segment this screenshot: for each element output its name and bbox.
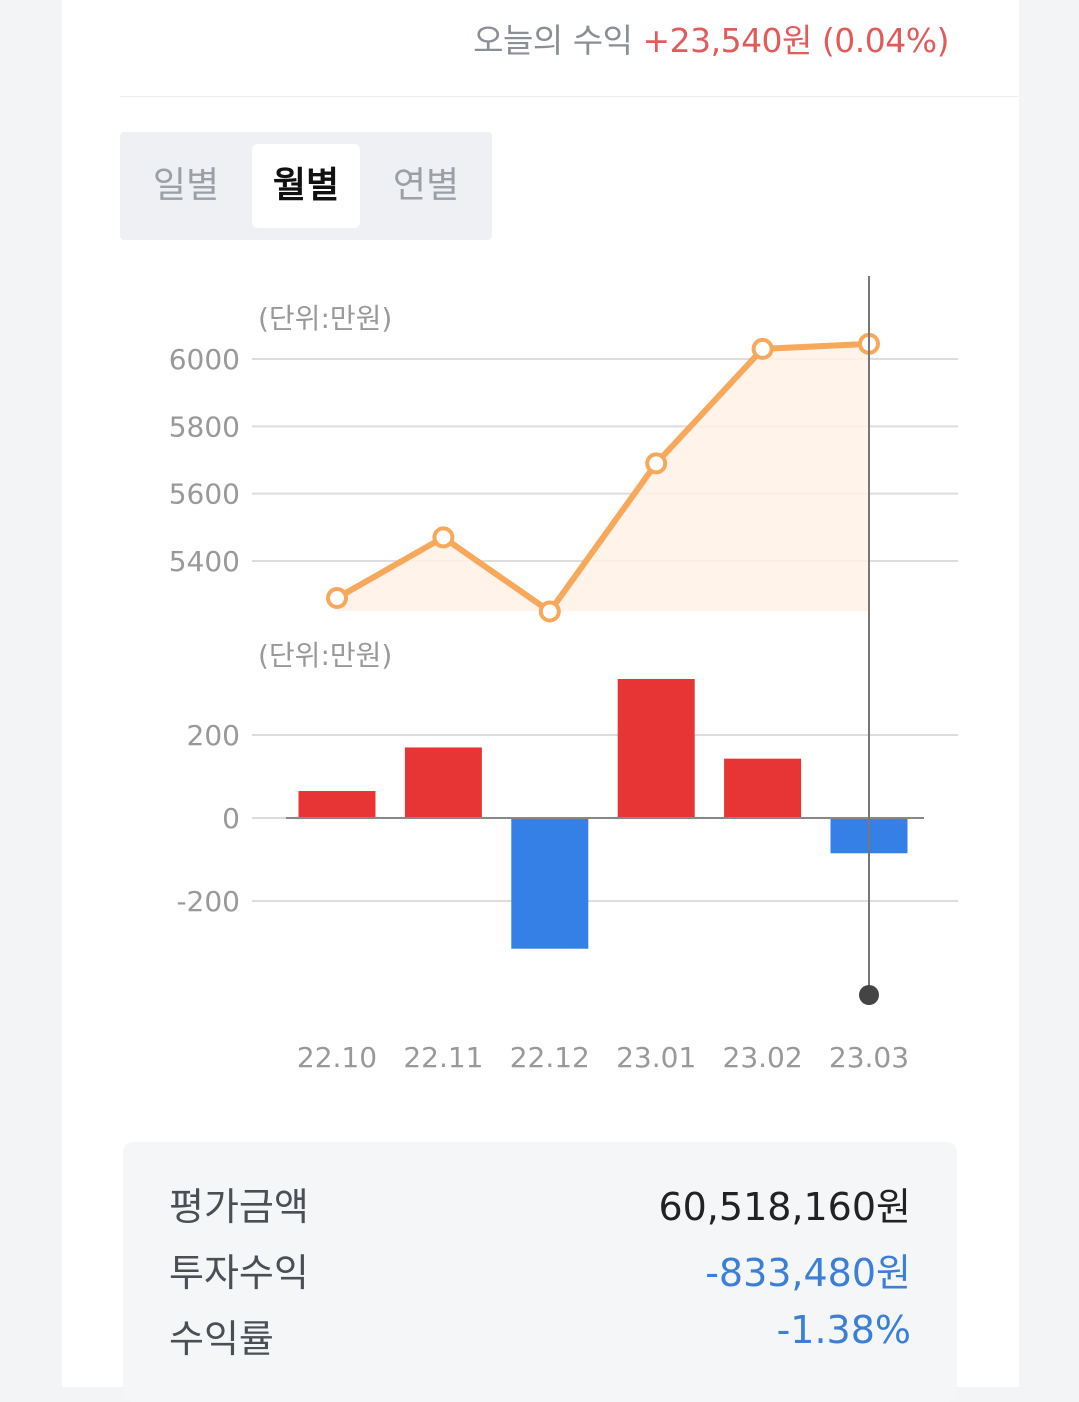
line-point bbox=[326, 587, 348, 610]
tab-monthly[interactable]: 월별 bbox=[252, 144, 360, 228]
summary-value: -1.38% bbox=[776, 1308, 911, 1352]
bar bbox=[511, 818, 589, 949]
cursor-handle bbox=[859, 985, 879, 1005]
bar bbox=[298, 791, 376, 818]
summary-label: 투자수익 bbox=[169, 1251, 309, 1295]
summary-panel: 평가금액 60,518,160원 투자수익 -833,480원 수익률 -1.3… bbox=[123, 1142, 957, 1402]
summary-label: 수익률 bbox=[169, 1317, 274, 1361]
y-tick-label: 5800 bbox=[169, 410, 240, 443]
bar bbox=[617, 678, 695, 818]
x-axis: 22.10 22.11 22.12 23.01 23.02 23.03 bbox=[297, 1041, 909, 1074]
line-unit-label: (단위:만원) bbox=[258, 302, 392, 335]
summary-label: 평가금액 bbox=[169, 1185, 309, 1229]
divider bbox=[120, 96, 1018, 97]
today-profit: 오늘의 수익 +23,540원 (0.04%) bbox=[473, 14, 949, 62]
period-tabs: 일별 월별 연별 bbox=[120, 132, 492, 240]
tab-yearly[interactable]: 연별 bbox=[392, 165, 460, 206]
today-profit-value: +23,540원 (0.04%) bbox=[642, 21, 949, 60]
y-tick-label: 0 bbox=[222, 802, 240, 835]
summary-row-investment-profit: 투자수익 -833,480원 bbox=[169, 1242, 911, 1302]
y-tick-label: 6000 bbox=[169, 343, 240, 376]
today-profit-label: 오늘의 수익 bbox=[473, 21, 633, 60]
line-point bbox=[538, 600, 561, 623]
x-tick-label: 23.03 bbox=[829, 1041, 909, 1074]
bar bbox=[404, 747, 482, 818]
line-point bbox=[751, 337, 774, 360]
line-chart-evaluation: (단위:만원) 6000 5800 5600 5400 bbox=[169, 302, 958, 623]
x-tick-label: 22.11 bbox=[403, 1041, 483, 1074]
summary-row-return-rate: 수익률 -1.38% bbox=[169, 1308, 911, 1368]
y-tick-label: 5400 bbox=[169, 545, 240, 578]
y-tick-label: 5600 bbox=[169, 478, 240, 511]
line-series bbox=[335, 340, 870, 615]
x-tick-label: 22.12 bbox=[510, 1041, 590, 1074]
x-tick-label: 23.01 bbox=[616, 1041, 696, 1074]
y-tick-label: 200 bbox=[187, 719, 240, 752]
summary-value: 60,518,160원 bbox=[658, 1185, 911, 1229]
summary-value: -833,480원 bbox=[705, 1251, 911, 1295]
summary-row-evaluation: 평가금액 60,518,160원 bbox=[169, 1176, 911, 1236]
selection-cursor[interactable] bbox=[859, 276, 879, 1005]
line-area-fill bbox=[337, 343, 869, 612]
tab-daily[interactable]: 일별 bbox=[152, 165, 220, 206]
bar bbox=[724, 758, 802, 818]
bar-unit-label: (단위:만원) bbox=[258, 639, 392, 672]
x-tick-label: 23.02 bbox=[723, 1041, 803, 1074]
y-tick-label: -200 bbox=[176, 885, 240, 918]
line-point bbox=[645, 452, 668, 475]
x-tick-label: 22.10 bbox=[297, 1041, 377, 1074]
bar-chart-monthly-profit: (단위:만원) 200 0 -200 bbox=[176, 639, 958, 949]
line-point bbox=[432, 526, 455, 549]
